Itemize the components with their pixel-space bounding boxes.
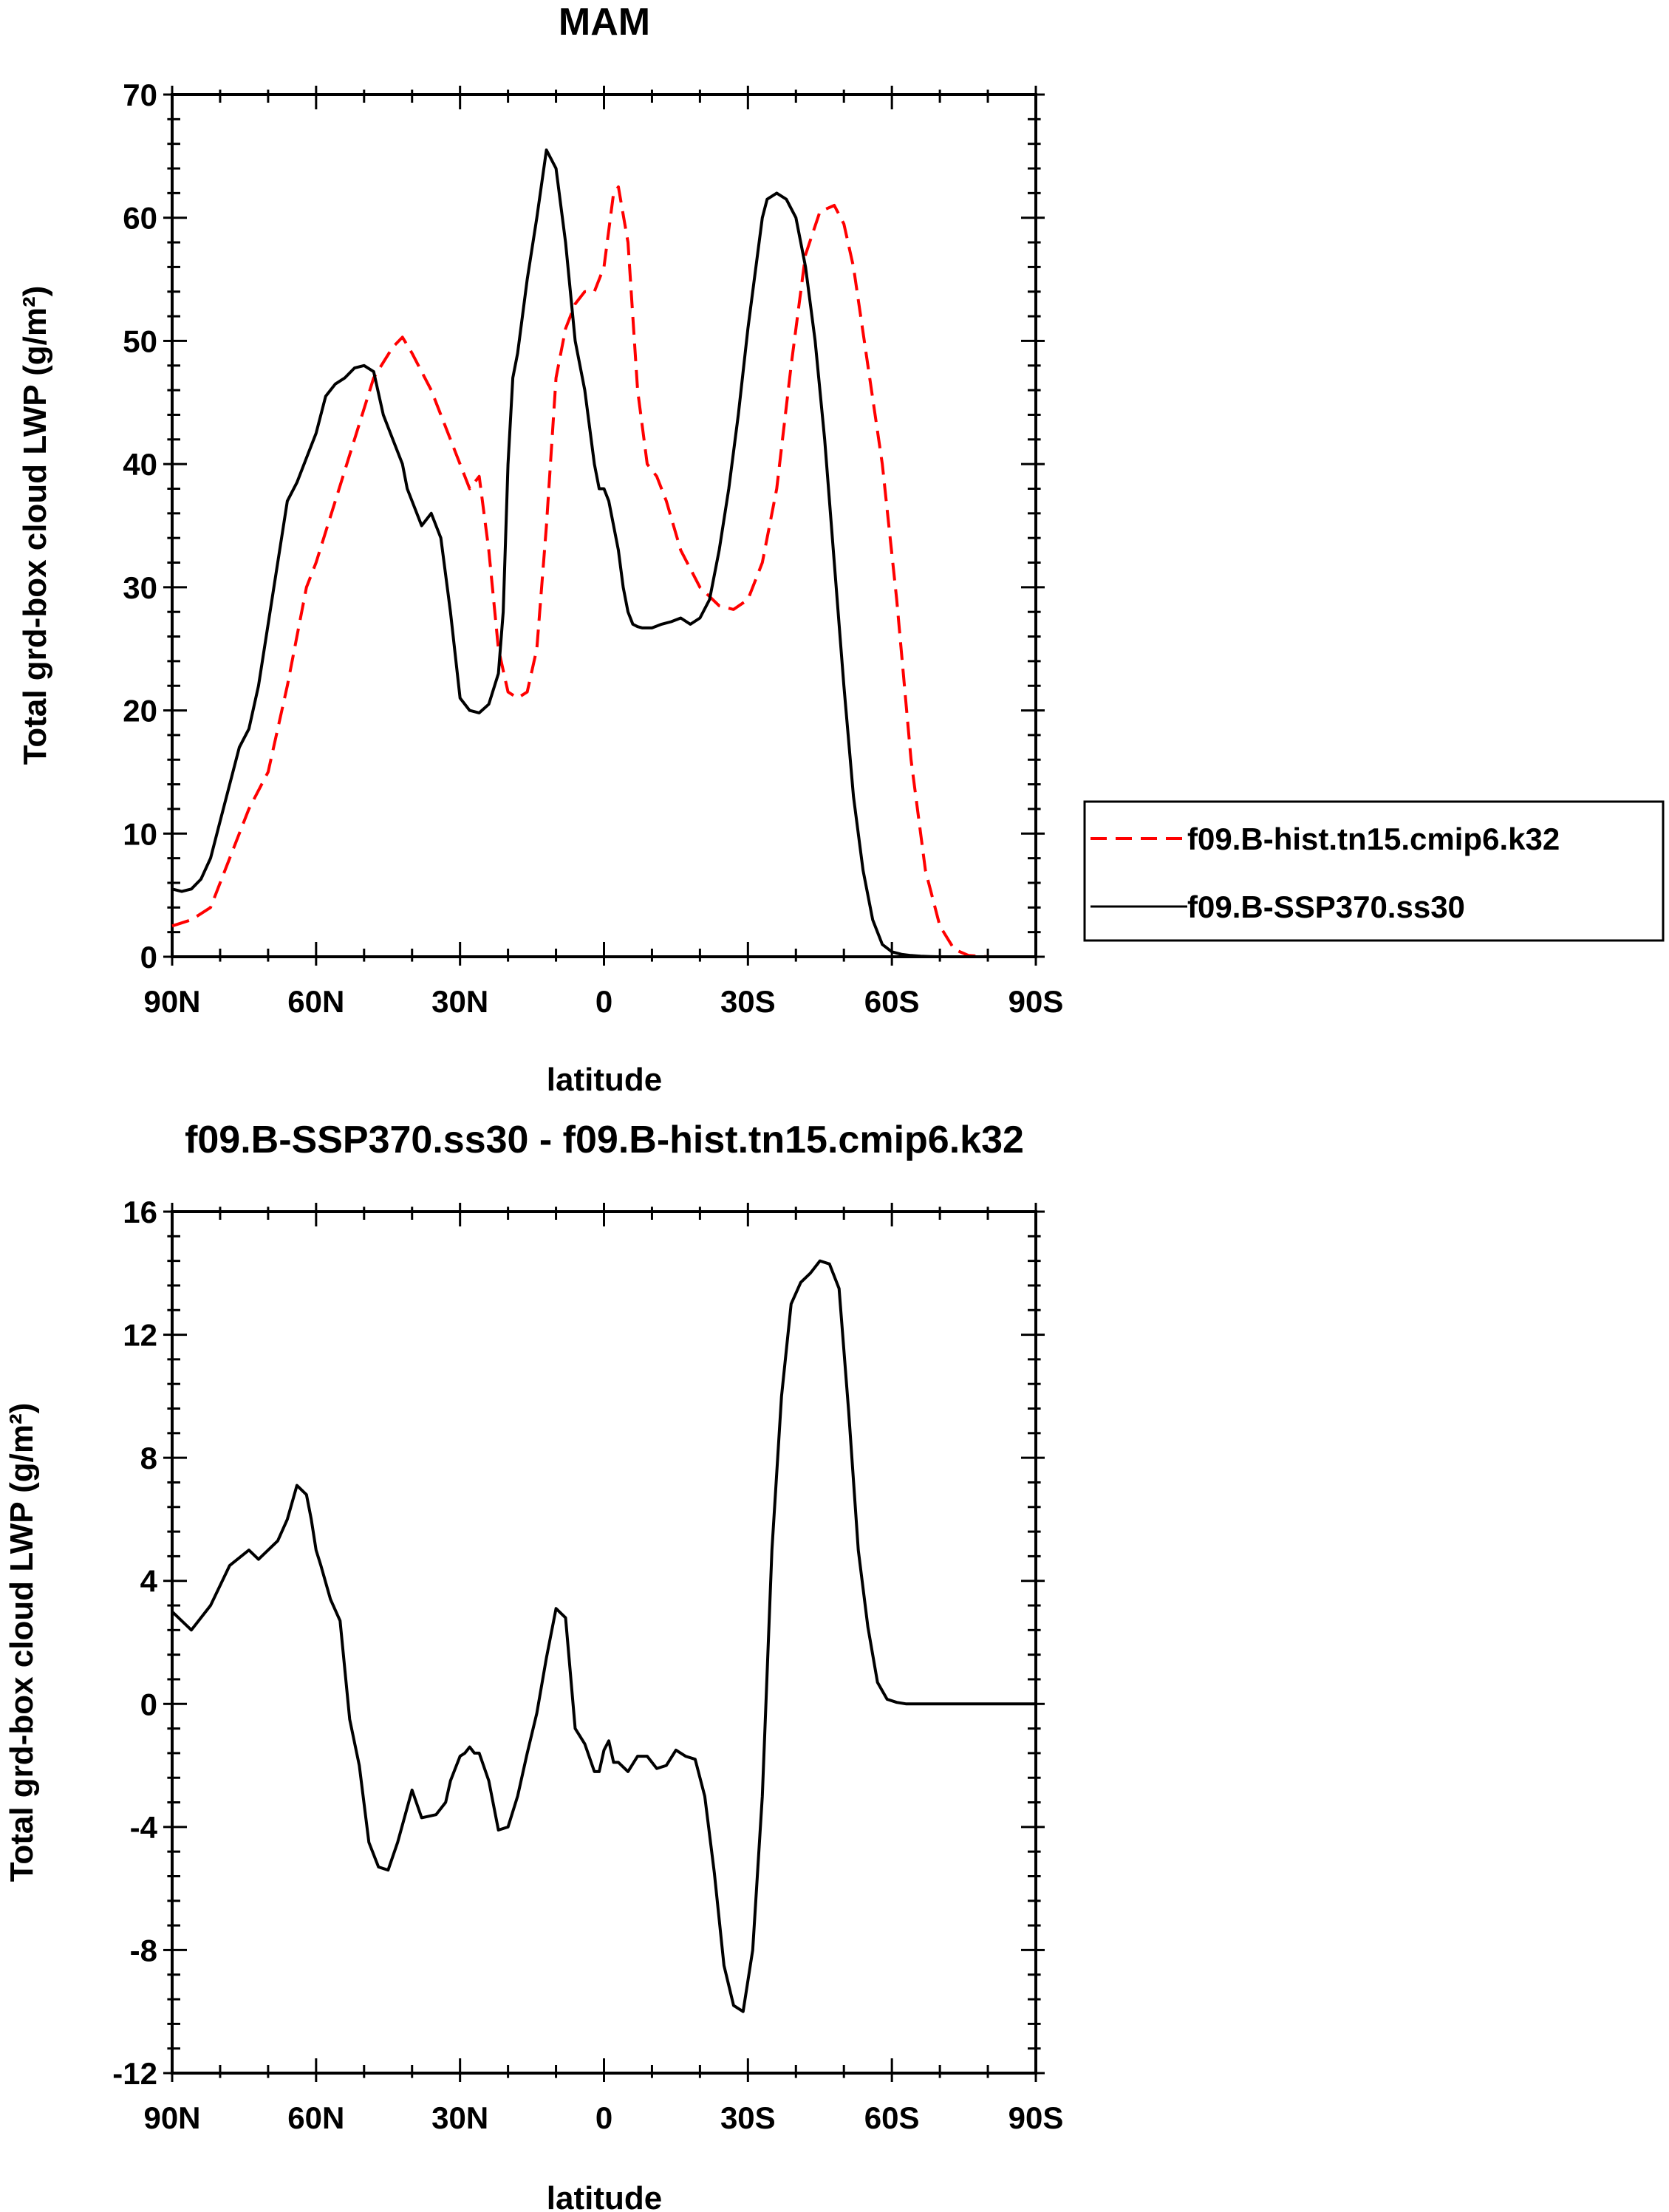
- series-group: [171, 149, 1036, 958]
- x-tick-label: 90N: [143, 2100, 200, 2135]
- y-tick-label: -8: [130, 1933, 157, 1967]
- x-tick-label: 90S: [1008, 984, 1064, 1019]
- y-tick-label: 30: [123, 570, 157, 605]
- y-tick-label: 50: [123, 324, 157, 358]
- y-tick-labels: -12 -8 -4 0 4 8 12 16: [112, 1195, 157, 2091]
- x-tick-label: 90N: [143, 984, 200, 1019]
- y-tick-labels: 0 10 20 30 40 50 60 70: [123, 78, 157, 974]
- legend-box: [1083, 800, 1665, 942]
- chart-title: f09.B-SSP370.ss30 - f09.B-hist.tn15.cmip…: [185, 1119, 1024, 1161]
- x-tick-label: 0: [595, 2100, 612, 2135]
- tick-marks: [163, 1203, 1045, 2082]
- y-axis-label: Total grd-box cloud LWP (g/m²): [17, 286, 53, 765]
- y-tick-label: -12: [112, 2056, 157, 2091]
- x-tick-label: 60S: [864, 984, 920, 1019]
- legend-label-ssp: f09.B-SSP370.ss30: [1187, 890, 1465, 924]
- x-tick-label: 90S: [1008, 2100, 1064, 2135]
- y-tick-label: 20: [123, 694, 157, 728]
- x-axis-label: latitude: [547, 1062, 662, 1098]
- y-tick-label: 0: [140, 1687, 157, 1721]
- plot-frame: [171, 93, 1037, 958]
- x-tick-label: 0: [595, 984, 612, 1019]
- x-tick-label: 30S: [720, 2100, 776, 2135]
- y-tick-label: 8: [140, 1441, 157, 1475]
- series-line-f09-b-hist-tn15-cmip6-k32: [171, 185, 1036, 958]
- x-tick-label: 60N: [287, 984, 344, 1019]
- y-tick-label: 40: [123, 447, 157, 482]
- legend-label-hist: f09.B-hist.tn15.cmip6.k32: [1187, 822, 1560, 856]
- series-group: [171, 1259, 1036, 2013]
- panel-bottom: f09.B-SSP370.ss30 - f09.B-hist.tn15.cmip…: [4, 1119, 1063, 2212]
- x-tick-labels: 90N 60N 30N 0 30S 60S 90S: [143, 984, 1063, 1019]
- y-tick-label: 16: [123, 1195, 157, 1229]
- x-tick-label: 30N: [431, 2100, 488, 2135]
- x-tick-labels: 90N 60N 30N 0 30S 60S 90S: [143, 2100, 1063, 2135]
- y-axis-label: Total grd-box cloud LWP (g/m²): [4, 1403, 40, 1882]
- y-tick-label: 70: [123, 78, 157, 112]
- x-tick-label: 30N: [431, 984, 488, 1019]
- y-tick-label: 0: [140, 940, 157, 974]
- tick-marks: [163, 86, 1045, 966]
- x-axis-label: latitude: [547, 2180, 662, 2212]
- y-tick-label: -4: [130, 1810, 158, 1845]
- chart-title: MAM: [559, 1, 650, 44]
- y-tick-label: 12: [123, 1318, 157, 1353]
- x-tick-label: 60S: [864, 2100, 920, 2135]
- y-tick-label: 10: [123, 816, 157, 851]
- y-tick-label: 4: [140, 1564, 158, 1599]
- x-tick-label: 60N: [287, 2100, 344, 2135]
- plot-frame: [171, 1210, 1037, 2075]
- y-tick-label: 60: [123, 201, 157, 236]
- legend: f09.B-hist.tn15.cmip6.k32 f09.B-SSP370.s…: [1083, 800, 1665, 942]
- x-tick-label: 30S: [720, 984, 776, 1019]
- series-line-difference: [171, 1259, 1036, 2013]
- series-line-f09-b-ssp370-ss30: [171, 149, 1036, 958]
